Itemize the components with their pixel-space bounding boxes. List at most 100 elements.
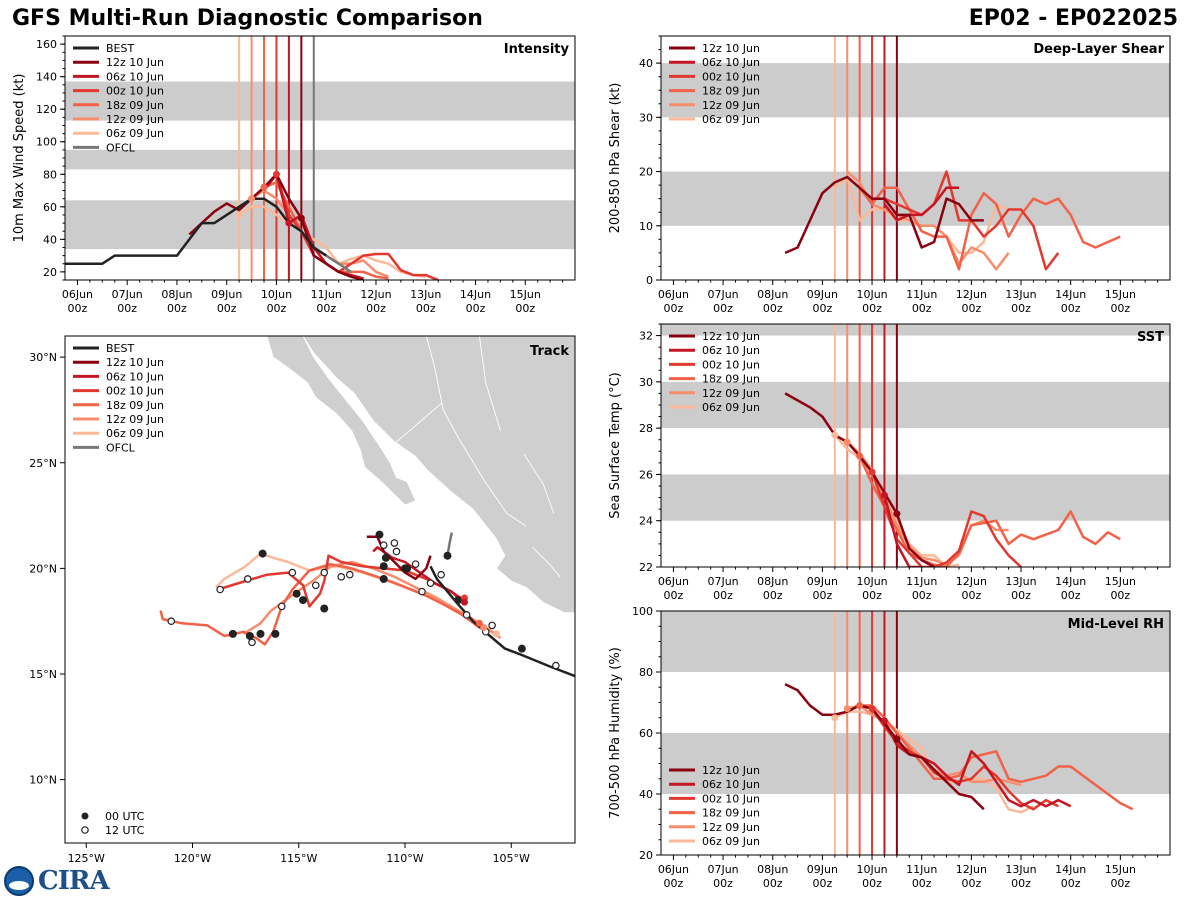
x-tick-label-hour: 00z [812,302,832,315]
track-point-12utc [167,617,176,625]
y-tick-label: 40 [639,788,653,801]
init-marker-18z-09-jun [856,702,864,710]
y-tick-label: 28 [639,422,653,435]
init-marker-06z-10-jun [880,717,888,725]
legend-label-ofcl: OFCL [106,141,136,154]
series-line-06z-10-jun [883,186,959,222]
legend-label-00z-10-jun: 00z 10 Jun [106,385,164,398]
x-tick-label-hour: 00z [812,589,832,602]
lon-tick-label: 120°W [174,852,211,865]
y-axis-label: Sea Surface Temp (°C) [608,372,623,519]
state-border [523,454,555,514]
x-tick-label-hour: 00z [1061,302,1081,315]
series-line-06z-10-jun [883,494,922,567]
x-tick-label-day: 11Jun [906,288,937,301]
panel-shear: 01020304006Jun00z07Jun00z08Jun00z09Jun00… [608,35,1171,315]
x-tick-label-day: 15Jun [1105,575,1136,588]
panel-title: Deep-Layer Shear [1033,42,1164,57]
panel-rh: 2040608010006Jun00z07Jun00z08Jun00z09Jun… [608,605,1171,890]
legend-label-06z-09-jun: 06z 09 Jun [702,835,760,848]
track-point-00utc [245,631,254,640]
init-marker-00z-10-jun [272,170,280,178]
figure-title: GFS Multi-Run Diagnostic Comparison [12,6,483,31]
legend-label-06z-09-jun: 06z 09 Jun [702,401,760,414]
legend-label-18z-09-jun: 18z 09 Jun [106,99,164,112]
x-tick-label-hour: 00z [1011,877,1031,890]
x-tick-label-hour: 00z [763,877,783,890]
utc-legend-00-label: 00 UTC [105,810,145,823]
legend-label-06z-09-jun: 06z 09 Jun [106,127,164,140]
series-line-18z-09-jun [859,704,1134,811]
utc-legend-12-icon [81,826,89,834]
panel-title: Track [530,344,569,359]
legend-label-00z-10-jun: 00z 10 Jun [702,358,760,371]
init-marker-18z-09-jun [856,452,864,460]
legend-label-12z-10-jun: 12z 10 Jun [702,764,760,777]
track-line-ofcl [446,532,454,556]
track-start-06z-10-jun [461,598,468,606]
track-point-00utc [320,604,329,613]
x-tick-label-hour: 00z [515,302,535,315]
x-tick-label-hour: 00z [316,302,336,315]
init-marker-12z-09-jun [248,195,256,203]
track-line-00z-10-jun [217,554,466,608]
x-tick-label-hour: 00z [1110,302,1130,315]
x-tick-label-hour: 00z [466,302,486,315]
lon-tick-label: 125°W [68,852,105,865]
x-tick-label-hour: 00z [366,302,386,315]
track-point-00utc [228,629,237,638]
track-point-12utc [411,560,420,568]
x-tick-label-hour: 00z [1061,877,1081,890]
track-point-12utc [277,602,286,611]
state-border [478,336,502,432]
init-marker-12z-10-jun [893,510,901,518]
x-tick-label-day: 14Jun [460,288,491,301]
y-tick-label: 120 [36,103,57,116]
y-tick-label: 40 [639,57,653,70]
track-point-00utc [258,549,267,558]
lat-tick-label: 20°N [29,562,57,575]
y-tick-label: 160 [36,38,57,51]
x-tick-label-hour: 00z [763,302,783,315]
x-tick-label-hour: 00z [664,877,684,890]
x-tick-label-hour: 00z [713,589,733,602]
utc-legend-12-label: 12 UTC [105,824,145,837]
x-tick-label-day: 12Jun [956,863,987,876]
track-point-12utc [488,621,496,630]
x-tick-label-day: 06Jun [658,863,689,876]
state-border [425,336,444,410]
x-tick-label-hour: 00z [1110,589,1130,602]
x-tick-label-hour: 00z [416,302,436,315]
y-tick-label: 20 [43,266,57,279]
legend-label-00z-10-jun: 00z 10 Jun [702,70,760,83]
track-point-12utc [320,568,329,577]
x-tick-label-day: 14Jun [1055,575,1086,588]
y-axis-label: 200-850 hPa Shear (kt) [608,83,623,234]
noaa-logo-icon [4,866,34,896]
track-point-00utc [375,530,384,539]
shaded-band [661,171,1170,226]
x-tick-label-day: 12Jun [956,288,987,301]
track-point-12utc [216,585,224,594]
legend-label-12z-09-jun: 12z 09 Jun [106,413,164,426]
x-tick-label-day: 10Jun [261,288,292,301]
x-tick-label-day: 09Jun [807,288,838,301]
x-tick-label-day: 13Jun [410,288,441,301]
track-point-12utc [337,573,346,581]
state-border [532,546,561,578]
x-tick-label-day: 11Jun [906,575,937,588]
track-point-12utc [437,570,445,579]
legend-label-06z-10-jun: 06z 10 Jun [106,370,164,383]
init-marker-00z-10-jun [868,705,876,713]
init-marker-00z-10-jun [868,468,876,476]
init-marker-06z-09-jun [235,211,243,219]
init-marker-12z-09-jun [843,705,851,713]
legend-label-18z-09-jun: 18z 09 Jun [702,373,760,386]
x-tick-label-day: 06Jun [62,288,93,301]
agency-logos: CIRA [4,866,110,896]
x-tick-label-day: 06Jun [658,288,689,301]
x-tick-label-day: 08Jun [757,288,788,301]
plot-frame [64,335,576,844]
series-line-best [65,197,327,265]
